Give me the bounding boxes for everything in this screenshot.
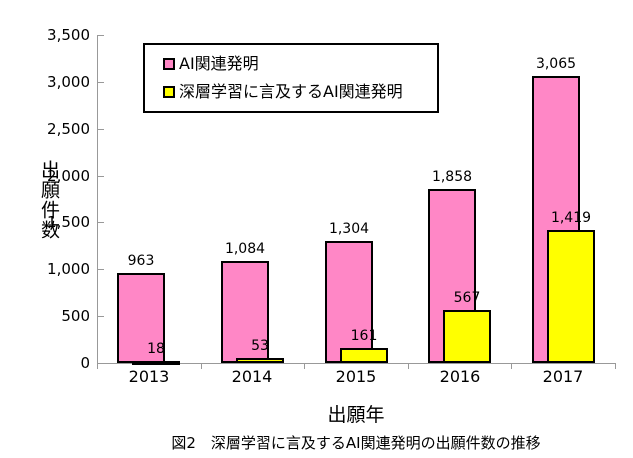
- bar-value-label-series1-2017: 1,419: [550, 210, 592, 226]
- x-axis-tick: [615, 364, 616, 369]
- bar-series1-2015: [340, 348, 388, 363]
- bar-value-label-series0-2015: 1,304: [328, 221, 370, 237]
- figure-caption: 図2 深層学習に言及するAI関連発明の出願件数の推移: [171, 434, 541, 452]
- legend-item-deep-learning: 深層学習に言及するAI関連発明: [163, 83, 437, 101]
- y-axis-tick-label: 3,500: [47, 26, 90, 44]
- y-axis-tick-label: 2,000: [47, 167, 90, 185]
- bar-series1-2016: [443, 310, 491, 363]
- x-axis-category-label: 2016: [439, 367, 481, 386]
- bar-value-label-series0-2017: 3,065: [535, 56, 577, 72]
- y-axis-tick: [98, 269, 104, 270]
- legend-label-ai: AI関連発明: [179, 54, 259, 73]
- x-axis-tick: [201, 364, 202, 369]
- bar-series0-2013: [117, 273, 165, 363]
- bar-series0-2014: [221, 261, 269, 363]
- y-axis-tick: [98, 82, 104, 83]
- bar-value-label-series1-2016: 567: [453, 290, 481, 306]
- y-axis-tick-label: 0: [80, 354, 90, 372]
- bar-value-label-series0-2014: 1,084: [224, 241, 266, 257]
- y-axis-title: 出願件数: [38, 160, 60, 240]
- bar-value-label-series1-2015: 161: [350, 328, 378, 344]
- bar-series1-2013: [132, 361, 180, 365]
- bar-value-label-series0-2016: 1,858: [431, 169, 473, 185]
- y-axis-tick-label: 1,500: [47, 213, 90, 231]
- y-axis-tick-label: 3,000: [47, 73, 90, 91]
- y-axis-tick-label: 500: [61, 307, 90, 325]
- x-axis-title: 出願年: [327, 404, 385, 426]
- y-axis-tick: [98, 129, 104, 130]
- bar-series1-2017: [547, 230, 595, 363]
- x-axis-category-label: 2014: [231, 367, 273, 386]
- legend-box: AI関連発明 深層学習に言及するAI関連発明: [143, 43, 439, 113]
- y-axis-tick: [98, 222, 104, 223]
- y-axis-tick: [98, 176, 104, 177]
- y-axis-line: [97, 35, 98, 364]
- y-axis-tick-label: 2,500: [47, 120, 90, 138]
- bar-value-label-series0-2013: 963: [127, 253, 155, 269]
- x-axis-tick: [511, 364, 512, 369]
- legend-item-ai: AI関連発明: [163, 55, 437, 73]
- x-axis-category-label: 2017: [542, 367, 584, 386]
- y-axis-tick: [98, 35, 104, 36]
- x-axis-tick: [97, 364, 98, 369]
- legend-swatch-yellow: [163, 86, 175, 98]
- y-axis-tick: [98, 316, 104, 317]
- x-axis-tick: [408, 364, 409, 369]
- bar-value-label-series1-2013: 18: [147, 341, 165, 357]
- x-axis-line: [97, 363, 616, 364]
- bar-series1-2014: [236, 358, 284, 363]
- y-axis-tick: [98, 363, 104, 364]
- legend-label-deep-learning: 深層学習に言及するAI関連発明: [179, 82, 403, 101]
- y-axis-tick-label: 1,000: [47, 260, 90, 278]
- legend-swatch-pink: [163, 58, 175, 70]
- bar-value-label-series1-2014: 53: [251, 338, 269, 354]
- x-axis-category-label: 2015: [335, 367, 377, 386]
- x-axis-category-label: 2013: [128, 367, 170, 386]
- bar-series0-2015: [325, 241, 373, 363]
- x-axis-tick: [304, 364, 305, 369]
